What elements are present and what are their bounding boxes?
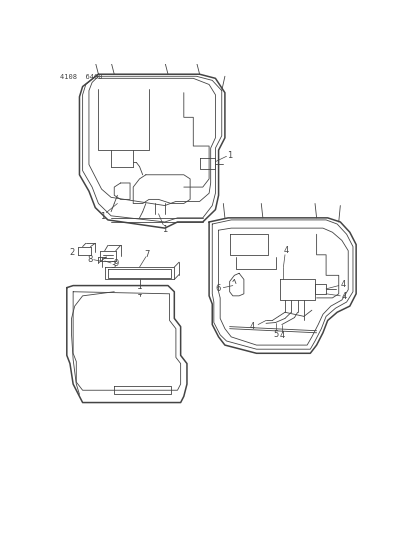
Text: 4: 4 xyxy=(250,322,255,331)
Text: 7: 7 xyxy=(145,251,150,259)
Text: 4: 4 xyxy=(341,280,346,289)
Text: 4: 4 xyxy=(280,331,285,340)
Text: 1: 1 xyxy=(227,150,232,159)
Text: 5: 5 xyxy=(273,330,278,339)
Text: 4108  6460: 4108 6460 xyxy=(60,74,103,80)
Text: 8: 8 xyxy=(87,255,92,264)
Text: 2: 2 xyxy=(69,248,74,257)
Text: 1: 1 xyxy=(162,225,167,234)
Text: 9: 9 xyxy=(113,260,118,268)
Text: 6: 6 xyxy=(215,285,220,293)
Text: 1: 1 xyxy=(100,212,105,221)
Text: 4: 4 xyxy=(342,292,347,301)
Text: 4: 4 xyxy=(284,246,289,255)
Text: 3: 3 xyxy=(110,261,115,270)
